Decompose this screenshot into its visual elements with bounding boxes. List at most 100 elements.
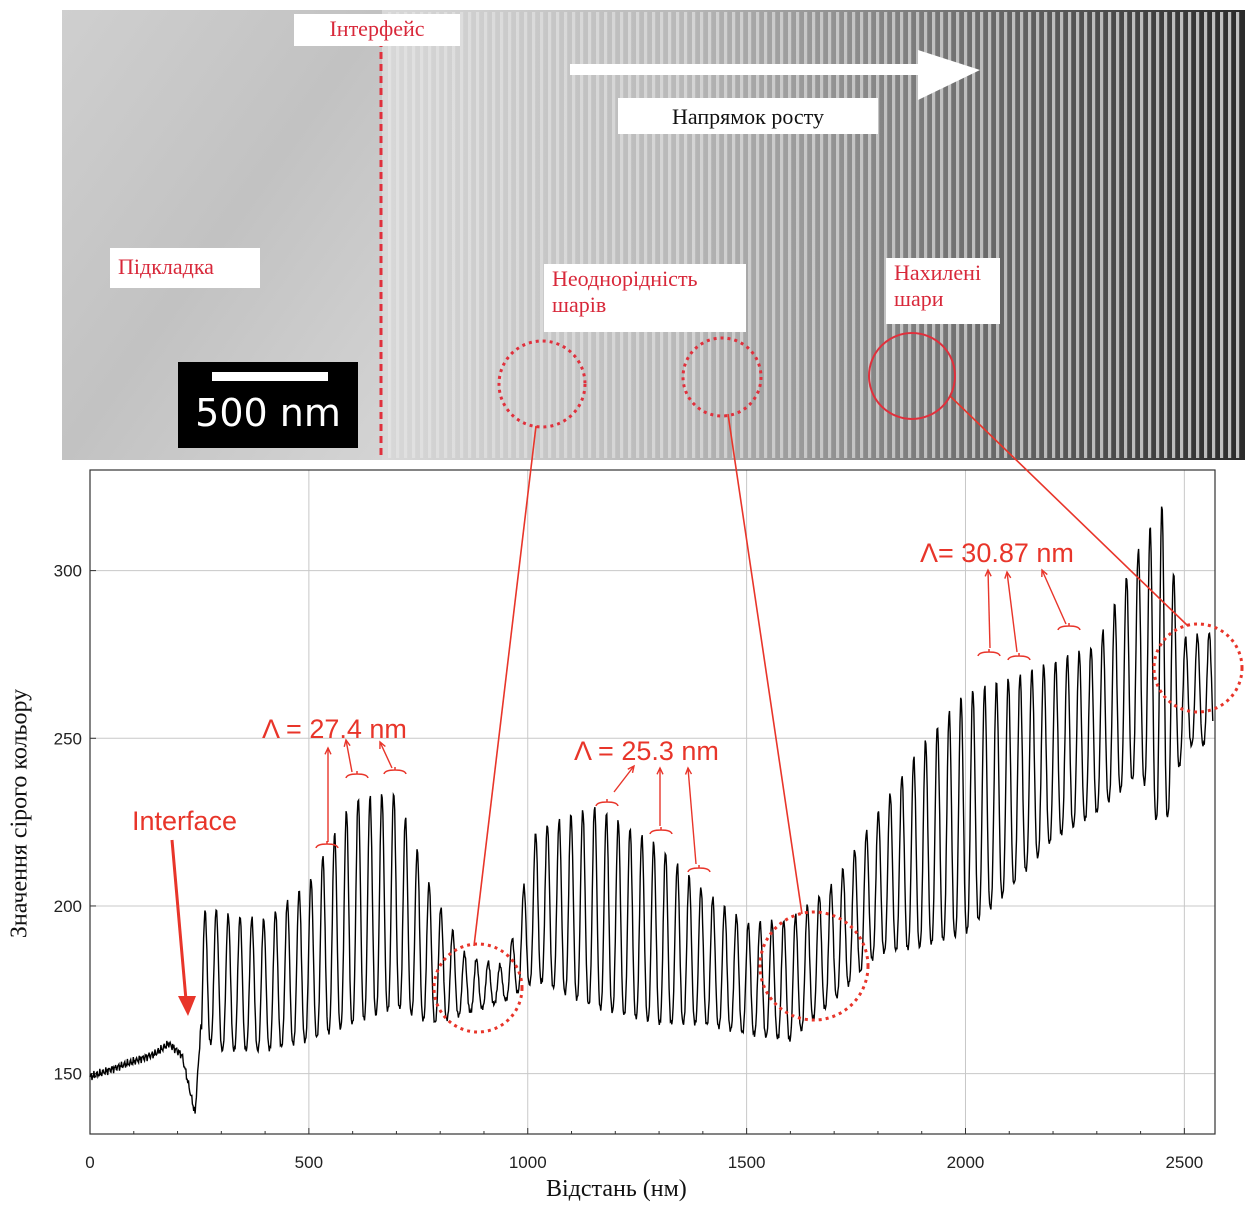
period-brace [1057,623,1081,631]
layer-stripe [740,12,744,458]
period-arrowhead-icon [324,746,332,755]
annotations: Interface Λ = 27.4 nm Λ = 25.3 nm Λ= 30.87 … [132,395,1244,1034]
layer-stripe [692,12,696,458]
layer-stripe [452,12,456,458]
layer-stripe [588,12,592,458]
layer-stripe [756,12,760,458]
axis-ticks: 0 500 1000 1500 2000 2500 150 200 250 300 [54,562,1204,1172]
tilted-layers-circle [868,332,956,420]
layer-stripe [780,12,784,458]
layer-stripe [1004,12,1008,458]
layer-stripe [700,12,704,458]
layer-stripe [1084,12,1088,458]
layer-stripe [716,12,720,458]
layer-stripe [540,12,544,458]
layer-stripe [460,12,464,458]
layer-stripe [724,12,728,458]
period-brace [595,799,619,807]
period-brace [649,827,673,835]
layer-stripe [428,12,432,458]
layer-stripe [1228,12,1232,458]
tilted-layers-label: Нахилені шари [886,258,1000,324]
interface-label: Інтерфейс [294,14,460,46]
connector-line [473,425,537,947]
substrate-label: Підкладка [110,248,260,288]
layer-stripe [524,12,528,458]
period-arrowhead-icon [684,766,693,775]
x-tick-label: 1000 [509,1153,547,1172]
scale-bar: 500 nm [178,362,358,448]
layer-stripe [1236,12,1240,458]
layer-stripe [988,12,992,458]
layer-stripe [1100,12,1104,458]
y-axis-title: Значення сірого кольору [6,688,33,939]
region-circle [1152,622,1244,714]
period-arrow-icon [987,569,991,649]
layer-stripe [388,12,392,458]
y-tick-label: 250 [54,729,82,748]
layer-stripe [1044,12,1048,458]
layer-stripe [1148,12,1152,458]
layer-stripe [500,12,504,458]
layer-stripe [412,12,416,458]
period-arrowhead-icon [343,738,351,747]
layer-stripe [508,12,512,458]
layer-stripe [1196,12,1200,458]
layer-stripe [1204,12,1208,458]
layer-stripe [444,12,448,458]
layer-stripe [1124,12,1128,458]
x-axis-title: Відстань (нм) [546,1176,687,1202]
layer-stripe [492,12,496,458]
layer-stripe [860,12,864,458]
layer-stripe [964,12,968,458]
layer-stripe [924,12,928,458]
layer-stripe [1068,12,1072,458]
layer-stripe [1012,12,1016,458]
scale-bar-text: 500 nm [195,391,341,435]
layer-stripe [788,12,792,458]
layer-stripe [1188,12,1192,458]
y-tick-label: 200 [54,897,82,916]
layer-stripe [932,12,936,458]
layer-stripe [748,12,752,458]
layer-stripe [1220,12,1224,458]
period-arrowhead-icon [1004,570,1012,579]
layer-stripe [980,12,984,458]
x-tick-label: 0 [85,1153,94,1172]
layer-stripe [620,12,624,458]
layer-stripe [548,12,552,458]
layer-stripe [1140,12,1144,458]
layer-stripe [572,12,576,458]
layer-stripe [484,12,488,458]
scale-bar-line [212,372,328,381]
layer-stripe [764,12,768,458]
period-brace [315,841,339,849]
layer-stripe [1156,12,1160,458]
period-brace [687,865,711,873]
x-tick-label: 2000 [947,1153,985,1172]
layer-stripe [1060,12,1064,458]
layer-stripe [732,12,736,458]
layer-stripe [676,12,680,458]
layer-stripe [868,12,872,458]
connector-line [727,413,803,915]
layer-stripe [580,12,584,458]
layer-stripe [884,12,888,458]
layer-stripe [1212,12,1216,458]
inhomogeneity-circle-2 [681,336,763,418]
layer-stripe [812,12,816,458]
multilayer-stripes [388,12,1240,458]
layer-stripe [612,12,616,458]
inhomogeneity-label: Неоднорідність шарів [544,264,746,332]
layer-stripe [628,12,632,458]
inhomogeneity-circle-1 [497,339,587,429]
grid [90,470,1215,1134]
interface-arrowhead-icon [178,996,196,1016]
layer-stripe [844,12,848,458]
x-tick-label: 1500 [728,1153,766,1172]
layer-stripe [476,12,480,458]
layer-stripe [852,12,856,458]
period-arrow-icon [345,739,353,773]
period-brace [1007,653,1031,661]
